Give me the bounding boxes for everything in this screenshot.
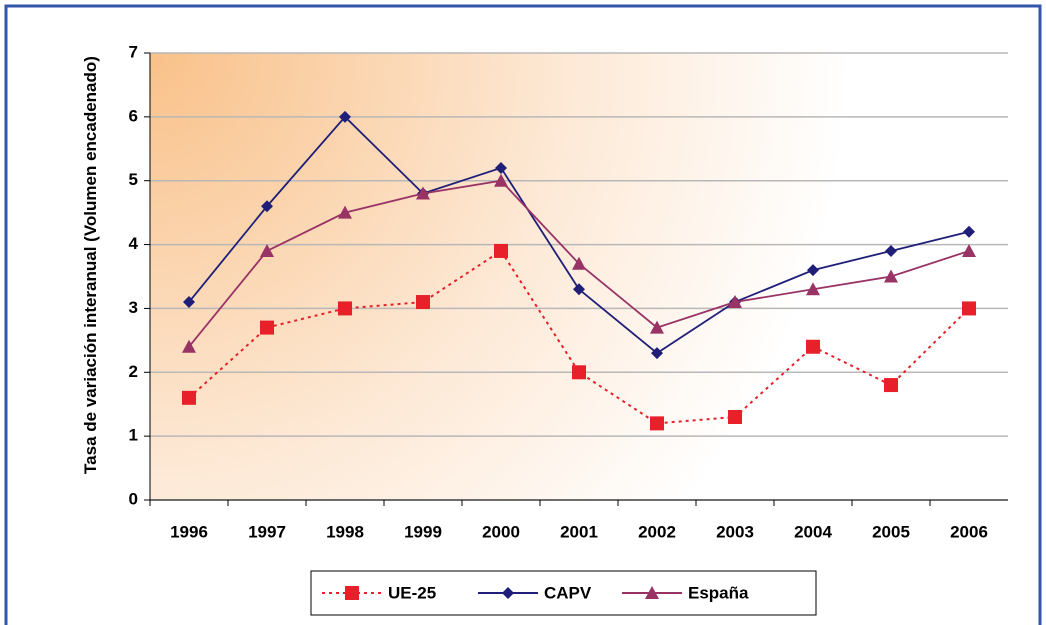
data-point — [416, 186, 430, 200]
data-point — [416, 295, 430, 310]
x-tick-label: 1998 — [326, 522, 364, 541]
y-tick-label: 7 — [129, 42, 138, 61]
data-point — [650, 320, 664, 334]
plot-area — [150, 53, 1008, 500]
data-point — [885, 244, 897, 257]
data-point — [182, 339, 196, 353]
data-point — [962, 243, 976, 257]
legend-label: UE-25 — [388, 583, 436, 602]
x-tick-label: 1997 — [248, 522, 286, 541]
x-tick-label: 2001 — [560, 522, 598, 541]
x-tick-label: 2004 — [794, 522, 832, 541]
x-tick-label: 1996 — [170, 522, 208, 541]
data-point — [261, 200, 273, 213]
data-point — [806, 339, 820, 354]
data-point — [494, 173, 508, 187]
data-point — [495, 161, 507, 174]
data-point — [183, 296, 195, 309]
data-point — [963, 225, 975, 238]
data-point — [884, 378, 898, 393]
x-tick-label: 2005 — [872, 522, 910, 541]
data-point — [650, 416, 664, 431]
data-point — [807, 264, 819, 277]
legend-marker — [345, 586, 359, 600]
data-point — [260, 320, 274, 335]
y-tick-label: 6 — [129, 106, 138, 125]
x-tick-label: 2000 — [482, 522, 520, 541]
legend-marker — [645, 586, 659, 599]
data-point — [339, 110, 351, 123]
data-point — [806, 282, 820, 296]
x-tick-label: 2002 — [638, 522, 676, 541]
x-tick-label: 2003 — [716, 522, 754, 541]
y-axis-title: Tasa de variación interanual (Volumen en… — [81, 56, 100, 474]
data-point — [572, 256, 586, 270]
series-line — [188, 249, 970, 425]
data-point — [728, 409, 742, 424]
legend-box — [310, 570, 817, 616]
data-point — [338, 301, 352, 316]
y-tick-label: 5 — [129, 170, 138, 189]
y-tick-label: 0 — [129, 489, 138, 508]
data-point — [884, 269, 898, 283]
x-tick-label: 1999 — [404, 522, 442, 541]
y-tick-label: 1 — [129, 426, 138, 445]
y-tick-label: 3 — [129, 298, 138, 317]
data-point — [338, 205, 352, 219]
data-point — [962, 301, 976, 316]
y-tick-label: 4 — [129, 234, 139, 253]
frame — [4, 4, 1042, 625]
legend-label: España — [688, 583, 749, 602]
y-tick-label: 2 — [129, 362, 138, 381]
x-tick-label: 2006 — [950, 522, 988, 541]
legend-marker — [502, 587, 514, 599]
data-point — [651, 347, 663, 360]
data-point — [260, 243, 274, 257]
legend-label: CAPV — [544, 583, 592, 602]
data-point — [573, 283, 585, 296]
data-point — [728, 295, 742, 309]
data-point — [182, 390, 196, 405]
data-point — [572, 365, 586, 380]
data-point — [494, 243, 508, 258]
